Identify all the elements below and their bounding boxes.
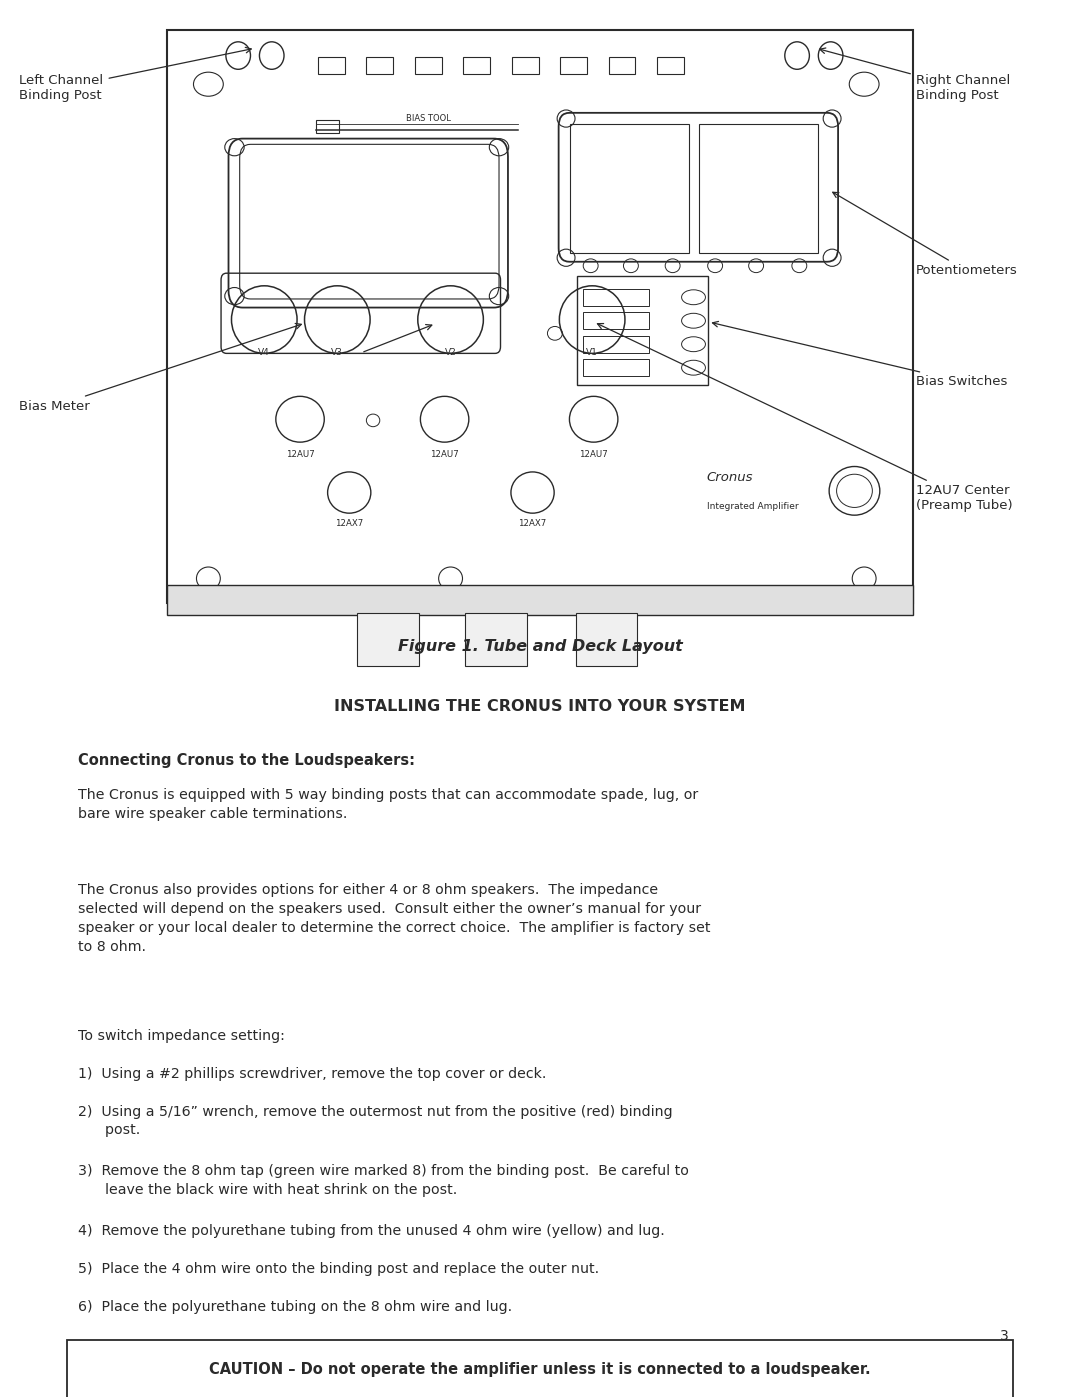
- Text: Cronus: Cronus: [707, 471, 754, 485]
- Text: 1)  Using a #2 phillips screwdriver, remove the top cover or deck.: 1) Using a #2 phillips screwdriver, remo…: [78, 1067, 546, 1081]
- Bar: [463, 57, 490, 74]
- Bar: [561, 57, 586, 74]
- Text: The Cronus is equipped with 5 way binding posts that can accommodate spade, lug,: The Cronus is equipped with 5 way bindin…: [78, 788, 698, 821]
- Text: 3: 3: [1000, 1330, 1009, 1344]
- Bar: [699, 124, 818, 253]
- Text: Potentiometers: Potentiometers: [833, 193, 1017, 277]
- Bar: [67, 1341, 1013, 1397]
- Bar: [583, 289, 649, 306]
- Text: CAUTION – Do not operate the amplifier unless it is connected to a loudspeaker.: CAUTION – Do not operate the amplifier u…: [210, 1362, 870, 1377]
- Bar: [570, 124, 689, 253]
- Bar: [465, 613, 527, 665]
- Text: V2: V2: [445, 348, 457, 358]
- Bar: [316, 120, 339, 133]
- Text: V3: V3: [332, 348, 343, 358]
- Bar: [167, 29, 913, 602]
- Bar: [318, 57, 345, 74]
- Text: V4: V4: [258, 348, 270, 358]
- Text: Bias Switches: Bias Switches: [713, 321, 1008, 388]
- Text: 12AX7: 12AX7: [335, 518, 363, 528]
- Text: 12AU7: 12AU7: [430, 450, 459, 460]
- Bar: [357, 613, 419, 665]
- Bar: [167, 585, 913, 615]
- Text: 3)  Remove the 8 ohm tap (green wire marked 8) from the binding post.  Be carefu: 3) Remove the 8 ohm tap (green wire mark…: [78, 1165, 689, 1197]
- Text: 5)  Place the 4 ohm wire onto the binding post and replace the outer nut.: 5) Place the 4 ohm wire onto the binding…: [78, 1261, 599, 1275]
- Bar: [576, 613, 637, 665]
- Text: BIAS TOOL: BIAS TOOL: [406, 115, 450, 123]
- Text: 2)  Using a 5/16” wrench, remove the outermost nut from the positive (red) bindi: 2) Using a 5/16” wrench, remove the oute…: [78, 1105, 673, 1137]
- Text: The Cronus also provides options for either 4 or 8 ohm speakers.  The impedance
: The Cronus also provides options for eit…: [78, 883, 711, 954]
- Bar: [366, 57, 393, 74]
- Bar: [608, 57, 635, 74]
- Text: Left Channel
Binding Post: Left Channel Binding Post: [19, 47, 252, 102]
- Text: 6)  Place the polyurethane tubing on the 8 ohm wire and lug.: 6) Place the polyurethane tubing on the …: [78, 1299, 512, 1313]
- Bar: [583, 335, 649, 353]
- Text: Bias Meter: Bias Meter: [19, 324, 301, 412]
- Text: To switch impedance setting:: To switch impedance setting:: [78, 1030, 285, 1044]
- Bar: [657, 57, 684, 74]
- Text: 4)  Remove the polyurethane tubing from the unused 4 ohm wire (yellow) and lug.: 4) Remove the polyurethane tubing from t…: [78, 1224, 664, 1238]
- Bar: [512, 57, 539, 74]
- Bar: [583, 359, 649, 376]
- Bar: [577, 277, 707, 386]
- Text: Right Channel
Binding Post: Right Channel Binding Post: [820, 47, 1010, 102]
- Bar: [415, 57, 442, 74]
- Text: Figure 1. Tube and Deck Layout: Figure 1. Tube and Deck Layout: [397, 638, 683, 654]
- Text: V1: V1: [586, 348, 598, 358]
- Text: 12AX7: 12AX7: [518, 518, 546, 528]
- Bar: [583, 312, 649, 330]
- Text: Integrated Amplifier: Integrated Amplifier: [707, 502, 798, 511]
- Text: INSTALLING THE CRONUS INTO YOUR SYSTEM: INSTALLING THE CRONUS INTO YOUR SYSTEM: [334, 698, 746, 714]
- Text: Connecting Cronus to the Loudspeakers:: Connecting Cronus to the Loudspeakers:: [78, 753, 415, 768]
- Text: 12AU7: 12AU7: [286, 450, 314, 460]
- Text: 12AU7 Center
(Preamp Tube): 12AU7 Center (Preamp Tube): [597, 324, 1012, 513]
- Text: 12AU7: 12AU7: [579, 450, 608, 460]
